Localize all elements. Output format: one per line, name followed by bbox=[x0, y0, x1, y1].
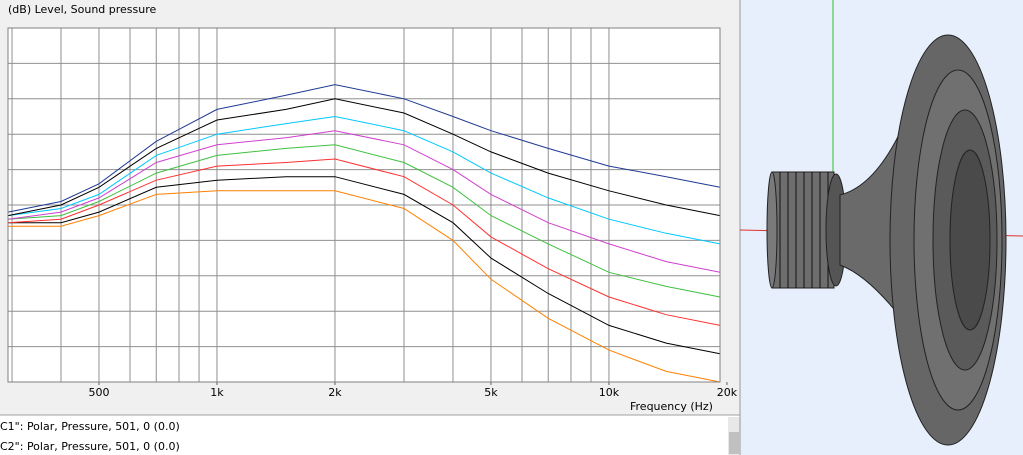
series-line bbox=[7, 130, 721, 273]
x-tick-label: 500 bbox=[88, 386, 109, 399]
x-tick-label: 5k bbox=[484, 386, 498, 399]
scroll-thumb[interactable] bbox=[729, 432, 739, 454]
x-tick-label: 2k bbox=[328, 386, 342, 399]
plot-frame bbox=[7, 27, 721, 383]
series-line bbox=[7, 98, 721, 217]
series-line bbox=[7, 144, 721, 298]
series-line bbox=[7, 158, 721, 326]
series-line bbox=[7, 115, 721, 245]
list-panel bbox=[0, 415, 740, 455]
series-line bbox=[8, 176, 721, 355]
list-item[interactable]: C1": Polar, Pressure, 501, 0 (0.0) bbox=[0, 420, 180, 433]
x-tick-label: 1k bbox=[210, 386, 224, 399]
x-axis-label: Frequency (Hz) bbox=[630, 400, 713, 413]
x-tick-label: 10k bbox=[599, 386, 620, 399]
chart-title: (dB) Level, Sound pressure bbox=[8, 3, 157, 16]
list-item[interactable]: C2": Polar, Pressure, 501, 0 (0.0) bbox=[0, 440, 180, 453]
speaker-model bbox=[766, 34, 1007, 446]
series-line bbox=[7, 84, 721, 213]
x-tick-label: 20k bbox=[717, 386, 738, 399]
series-line bbox=[8, 190, 721, 383]
